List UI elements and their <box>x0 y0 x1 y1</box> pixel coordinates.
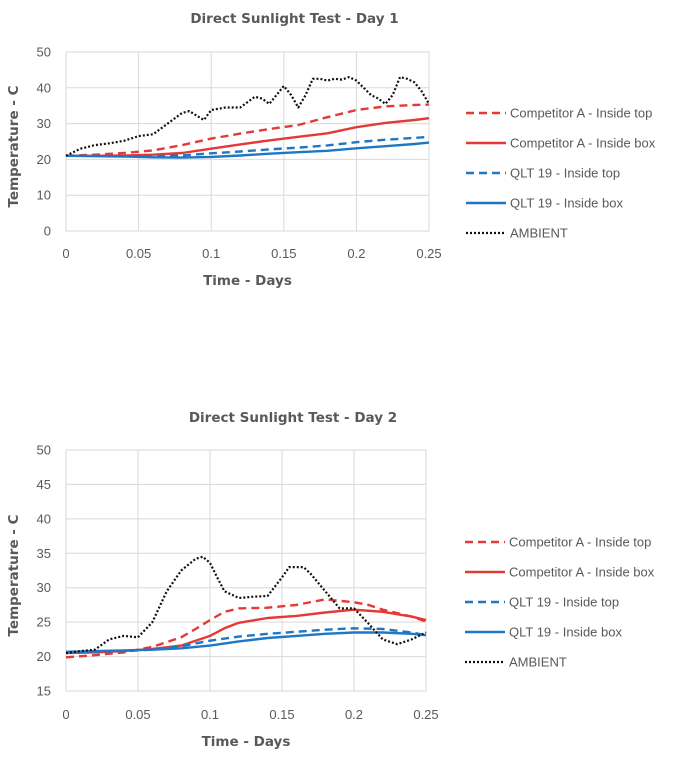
c2-legend-label-4: QLT 19 - Inside box <box>509 625 622 640</box>
c2-x-tick-label: 0.25 <box>413 707 438 722</box>
c2-y-tick-label: 35 <box>37 546 51 561</box>
chart-day-2: 15 20 25 30 35 40 45 50 0 0.05 0.1 0.15 0.2 0.25 Direc… <box>0 395 696 762</box>
c2-legend-label-1: Competitor A - Inside top <box>509 535 651 550</box>
c2-y-tick-label: 25 <box>37 615 51 630</box>
c1-x-axis-label: Time - Days <box>203 273 292 289</box>
c1-legend-label-3: QLT 19 - Inside top <box>510 166 620 181</box>
c2-x-tick-label: 0.15 <box>269 707 294 722</box>
chart-day-1: 0 10 20 30 40 50 0 0.05 0.1 0.15 0.2 0.25 Direct Sun… <box>0 0 696 310</box>
c1-y-tick-label: 40 <box>37 80 51 95</box>
c2-legend-label-3: QLT 19 - Inside top <box>509 595 619 610</box>
c1-y-tick-label: 10 <box>37 188 51 203</box>
c1-y-tick-label: 50 <box>37 45 51 60</box>
c1-legend-label-2: Competitor A - Inside box <box>510 136 656 151</box>
c1-y-axis-label: Temperature - C <box>6 85 22 207</box>
c2-y-tick-label: 30 <box>37 580 51 595</box>
c2-y-tick-label: 50 <box>37 443 51 458</box>
c2-chart-title: Direct Sunlight Test - Day 2 <box>189 410 397 426</box>
c2-y-tick-label: 15 <box>37 684 51 699</box>
c1-series-line-2 <box>66 117 430 158</box>
c2-y-tick-label: 40 <box>37 511 51 526</box>
chart-day-2-svg: 15 20 25 30 35 40 45 50 0 0.05 0.1 0.15 0.2 0.25 Direc… <box>6 410 655 750</box>
c1-x-tick-label: 0 <box>62 246 69 261</box>
c2-y-axis-label: Temperature - C <box>6 514 22 636</box>
c1-chart-title: Direct Sunlight Test - Day 1 <box>190 11 398 27</box>
c2-y-tick-label: 45 <box>37 477 51 492</box>
c1-x-tick-label: 0.15 <box>271 246 296 261</box>
c2-x-tick-label: 0.2 <box>345 707 363 722</box>
c2-series-line-3 <box>65 627 427 654</box>
c1-legend-label-5: AMBIENT <box>510 226 568 241</box>
c2-x-tick-label: 0.1 <box>201 707 219 722</box>
c2-series-line-4 <box>65 631 427 653</box>
c1-series-line-1 <box>65 103 430 157</box>
c2-legend-label-2: Competitor A - Inside box <box>509 565 655 580</box>
c1-x-tick-label: 0.05 <box>126 246 151 261</box>
c2-x-axis-label: Time - Days <box>202 734 291 750</box>
c1-y-tick-label: 30 <box>37 116 51 131</box>
c1-legend-label-1: Competitor A - Inside top <box>510 106 652 121</box>
c1-series-line-4 <box>65 141 430 159</box>
c1-x-tick-label: 0.1 <box>202 246 220 261</box>
c2-legend-label-5: AMBIENT <box>509 655 567 670</box>
c2-plot-frame <box>65 449 427 692</box>
c2-series-line-1 <box>65 598 427 659</box>
c1-y-tick-label: 20 <box>37 152 51 167</box>
c1-x-tick-label: 0.25 <box>416 246 441 261</box>
c1-y-tick-label: 0 <box>44 224 51 239</box>
c1-x-tick-label: 0.2 <box>347 246 365 261</box>
c2-y-tick-label: 20 <box>37 649 51 664</box>
chart-day-1-svg: 0 10 20 30 40 50 0 0.05 0.1 0.15 0.2 0.25 Direct Sun… <box>6 11 656 289</box>
c1-series-line-3 <box>66 135 430 158</box>
c2-x-tick-label: 0 <box>62 707 69 722</box>
c1-legend-label-4: QLT 19 - Inside box <box>510 196 623 211</box>
c2-x-tick-label: 0.05 <box>125 707 150 722</box>
c2-series-line-5 <box>65 555 427 655</box>
